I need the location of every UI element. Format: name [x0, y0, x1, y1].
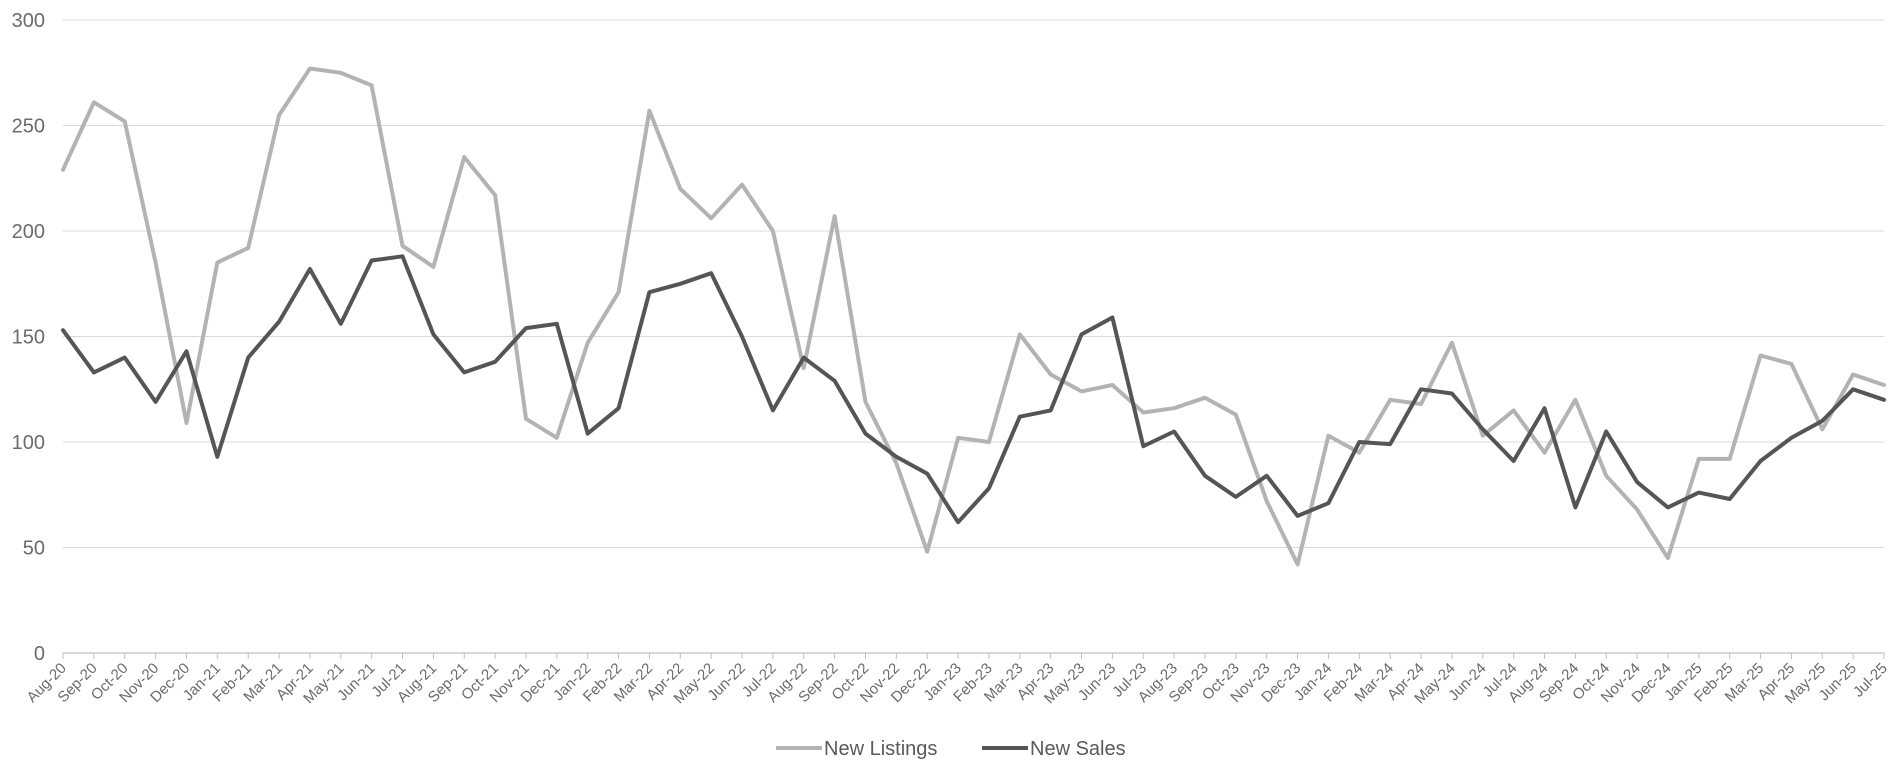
- series-lines: [61, 66, 1886, 567]
- x-axis: [62, 652, 1885, 659]
- legend-label: New Listings: [824, 738, 937, 760]
- y-tick-label: 200: [12, 221, 45, 243]
- y-tick-label: 250: [12, 116, 45, 138]
- series-line-new-sales: [61, 254, 1886, 525]
- series-line-new-listings: [61, 66, 1886, 567]
- x-tick-label: Jul-25: [1850, 660, 1891, 701]
- y-tick-label: 50: [23, 538, 45, 560]
- y-tick-label: 0: [34, 643, 45, 665]
- y-tick-label: 150: [12, 327, 45, 349]
- gridlines: [63, 19, 1884, 548]
- x-axis-tick-labels: Aug-20Sep-20Oct-20Nov-20Dec-20Jan-21Feb-…: [24, 660, 1891, 707]
- y-tick-label: 100: [12, 432, 45, 454]
- legend-label: New Sales: [1030, 738, 1126, 760]
- legend: New Listings New Sales: [776, 738, 1126, 760]
- y-axis-tick-labels: 0 50 100 150 200 250 300: [12, 10, 45, 665]
- y-tick-label: 300: [12, 10, 45, 32]
